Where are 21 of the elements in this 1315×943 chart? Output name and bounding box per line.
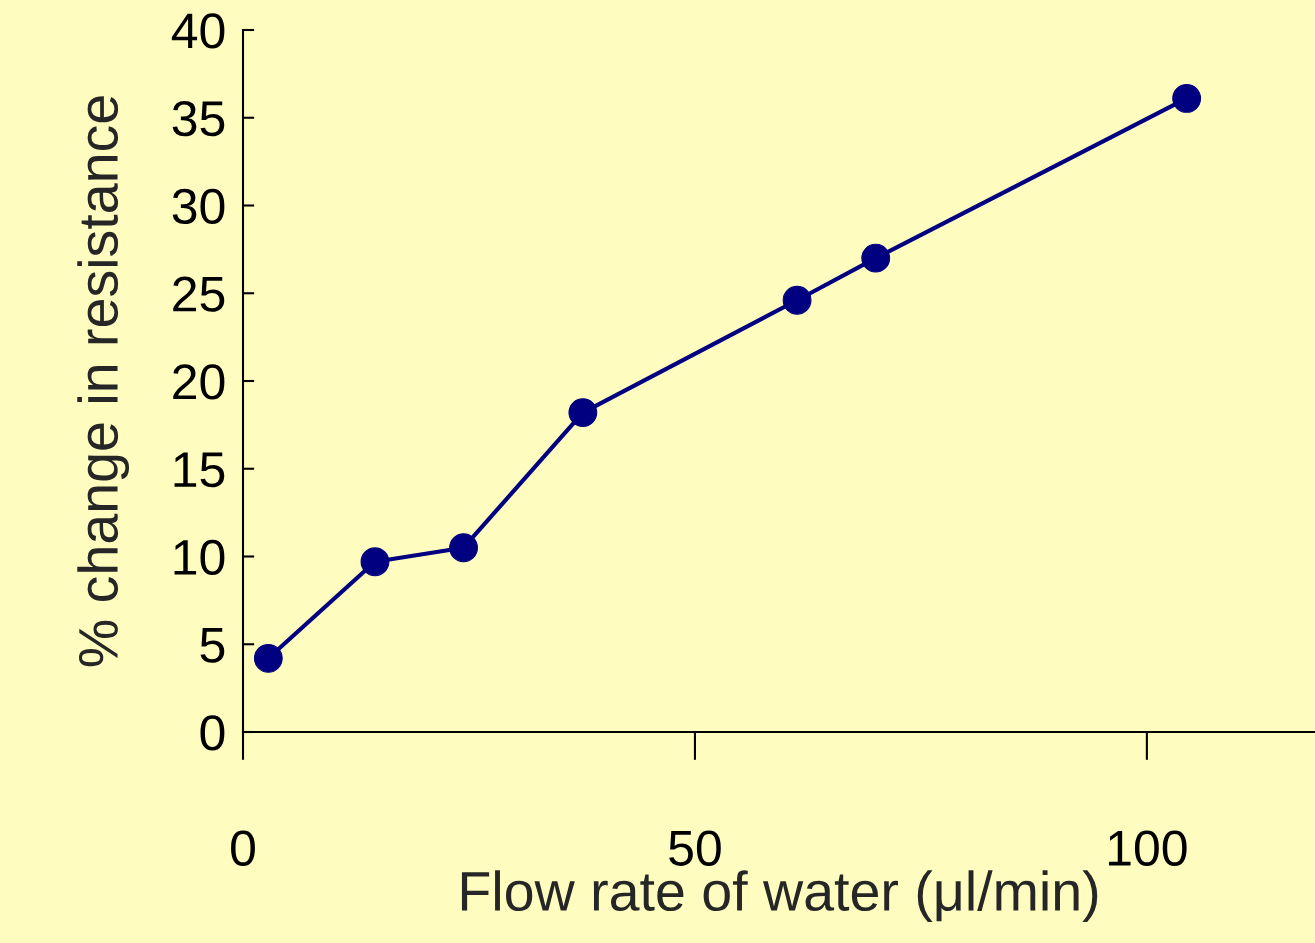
point — [568, 398, 598, 427]
point — [782, 285, 812, 315]
x-tick-label: 50 — [669, 830, 721, 866]
y-tick-label: 10 — [174, 539, 225, 576]
point — [253, 643, 283, 673]
point — [861, 243, 891, 273]
y-tick-label: 0 — [200, 715, 225, 751]
y-tick-label: 35 — [172, 100, 225, 137]
y-tick-label: 40 — [171, 13, 225, 49]
y-tick-label: 5 — [200, 627, 225, 663]
y-tick-label: 25 — [173, 276, 225, 312]
point — [1172, 84, 1202, 113]
point — [449, 533, 478, 563]
y-axis-title: % change in resistance — [77, 96, 130, 667]
x-axis-title: Flow rate of water (μl/min) — [461, 870, 1098, 923]
y-tick-label: 15 — [174, 452, 225, 488]
y-tick-label: 20 — [173, 364, 225, 400]
y-tick-label: 30 — [172, 188, 225, 225]
point — [360, 547, 390, 577]
x-tick-label: 0 — [231, 830, 255, 866]
x-tick-label: 100 — [1108, 830, 1187, 866]
